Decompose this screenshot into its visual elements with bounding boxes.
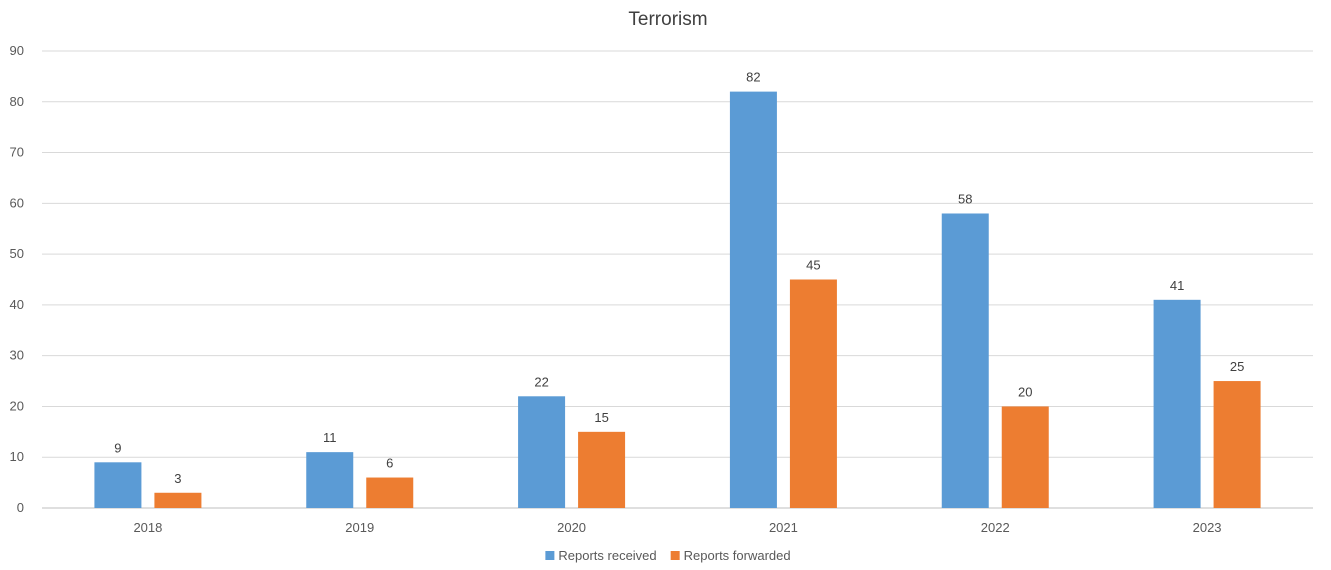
y-tick-label: 90 <box>10 43 24 58</box>
x-tick-label: 2021 <box>769 520 798 535</box>
legend-label: Reports received <box>558 548 656 563</box>
y-tick-label: 50 <box>10 246 24 261</box>
bar-reports-received-2023 <box>1153 299 1201 508</box>
bar-reports-received-2020 <box>518 396 566 508</box>
bar-reports-forwarded-2022 <box>1001 406 1049 508</box>
x-tick-label: 2020 <box>557 520 586 535</box>
bar-reports-forwarded-2020 <box>578 431 626 508</box>
data-label: 22 <box>534 374 548 389</box>
data-label: 45 <box>806 258 820 273</box>
data-label: 20 <box>1018 384 1032 399</box>
data-labels: 9 3 11 6 22 15 82 45 58 20 41 25 <box>114 70 1244 486</box>
bar-reports-forwarded-2018 <box>154 492 202 508</box>
data-label: 25 <box>1230 359 1244 374</box>
y-tick-label: 60 <box>10 195 24 210</box>
y-tick-label: 10 <box>10 449 24 464</box>
y-axis-tick-labels: 0 10 20 30 40 50 60 70 80 90 <box>10 43 24 515</box>
y-tick-label: 0 <box>17 500 24 515</box>
legend-swatch <box>545 551 555 560</box>
legend: Reports received Reports forwarded <box>545 548 791 563</box>
x-tick-label: 2023 <box>1193 520 1222 535</box>
data-label: 6 <box>386 456 393 471</box>
bars <box>94 91 1261 508</box>
x-tick-label: 2018 <box>133 520 162 535</box>
bar-reports-received-2021 <box>729 91 777 508</box>
legend-swatch <box>670 551 680 560</box>
data-label: 82 <box>746 70 760 85</box>
bar-reports-forwarded-2023 <box>1213 381 1261 508</box>
x-axis-tick-labels: 2018 2019 2020 2021 2022 2023 <box>133 520 1221 535</box>
legend-item-reports-received: Reports received <box>545 548 657 563</box>
data-label: 3 <box>174 471 181 486</box>
x-tick-label: 2019 <box>345 520 374 535</box>
y-tick-label: 80 <box>10 94 24 109</box>
bar-reports-received-2022 <box>941 213 989 508</box>
y-tick-label: 30 <box>10 348 24 363</box>
bar-reports-received-2018 <box>94 462 142 508</box>
y-tick-label: 40 <box>10 297 24 312</box>
data-label: 58 <box>958 191 972 206</box>
y-tick-label: 20 <box>10 398 24 413</box>
chart-title: Terrorism <box>628 9 707 30</box>
data-label: 41 <box>1170 278 1184 293</box>
data-label: 11 <box>323 430 337 445</box>
gridlines <box>42 50 1313 509</box>
bar-reports-forwarded-2019 <box>366 477 414 508</box>
bar-reports-received-2019 <box>306 452 354 508</box>
legend-item-reports-forwarded: Reports forwarded <box>670 548 791 563</box>
y-tick-label: 70 <box>10 145 24 160</box>
legend-label: Reports forwarded <box>684 548 791 563</box>
data-label: 9 <box>114 440 121 455</box>
bar-reports-forwarded-2021 <box>789 279 837 508</box>
x-tick-label: 2022 <box>981 520 1010 535</box>
data-label: 15 <box>594 410 608 425</box>
